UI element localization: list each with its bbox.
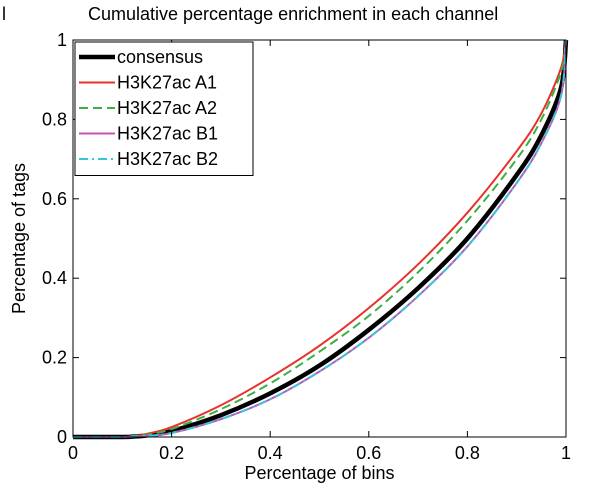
x-tick-label: 0.2 [159, 443, 184, 463]
tick-layer: 0 0.2 0.4 0.6 0.8 1 0 0.2 0.4 0.6 0.8 1 [42, 30, 571, 463]
legend-entry-label: H3K27ac A2 [117, 98, 217, 118]
legend-entry-label: H3K27ac B1 [117, 124, 218, 144]
legend-entry-label: consensus [117, 47, 203, 67]
chart-title: Cumulative percentage enrichment in each… [88, 4, 499, 24]
y-axis-label: Percentage of tags [9, 163, 29, 314]
legend-entry-label: H3K27ac B2 [117, 149, 218, 169]
y-tick-label: 0 [57, 427, 67, 447]
series-line-5 [72, 39, 567, 439]
x-tick-label: 0.6 [356, 443, 381, 463]
y-tick-label: 0.8 [42, 109, 67, 129]
x-tick-label: 1 [561, 443, 571, 463]
series-layer [72, 39, 569, 440]
legend-box [74, 41, 254, 176]
y-tick-label: 0.2 [42, 348, 67, 368]
x-axis-label: Percentage of bins [244, 463, 394, 483]
x-tick-label: 0 [68, 443, 78, 463]
x-tick-label: 0.4 [258, 443, 283, 463]
legend: consensus H3K27ac A1 H3K27ac A2 H3K27ac B1 H… [74, 41, 254, 176]
y-tick-label: 1 [57, 30, 67, 50]
legend-entry-label: H3K27ac A1 [117, 73, 217, 93]
panel-letter: l [2, 4, 6, 24]
y-tick-label: 0.4 [42, 268, 67, 288]
axes-frame [72, 39, 567, 438]
y-tick-label: 0.6 [42, 189, 67, 209]
x-tick-label: 0.8 [455, 443, 480, 463]
